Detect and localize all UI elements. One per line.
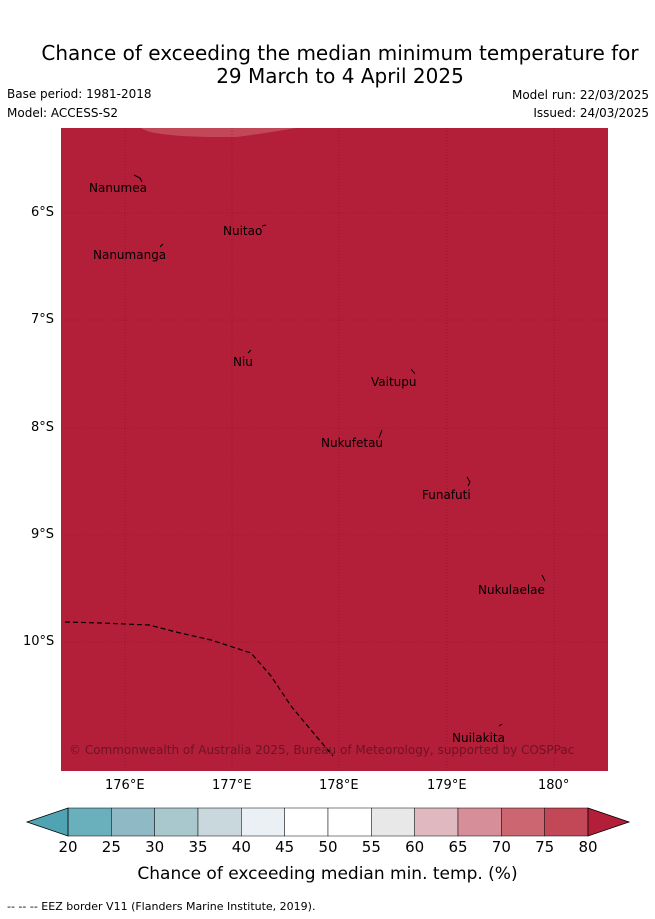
- probability-map: Nanumea Nuitao Nanumanga Niu Vaitupu Nuk…: [61, 128, 608, 771]
- colorbar-under-arrow: [25, 807, 69, 837]
- island-shape-vaitupu: [410, 368, 416, 375]
- lon-tick-180: 180°: [538, 778, 570, 793]
- colorbar-tick-label: 20: [58, 838, 78, 856]
- island-label-nukulaelae: Nukulaelae: [478, 583, 545, 597]
- island-shape-nuitao: [261, 224, 267, 227]
- island-shapes: [133, 174, 546, 727]
- colorbar-tick-label: 80: [578, 838, 598, 856]
- title-line-1: Chance of exceeding the median minimum t…: [41, 41, 639, 65]
- island-label-nuitao: Nuitao: [223, 224, 262, 238]
- lat-tick-6s: 6°S: [31, 205, 55, 220]
- lon-tick-179e: 179°E: [427, 778, 467, 793]
- island-shape-nanumanga: [159, 243, 164, 248]
- colorbar-segment: [284, 807, 329, 837]
- island-shape-niu: [247, 349, 252, 354]
- colorbar-segment: [327, 807, 372, 837]
- island-shape-nukulaelae: [541, 574, 546, 582]
- island-label-nanumea: Nanumea: [89, 181, 147, 195]
- colorbar-segment: [414, 807, 459, 837]
- island-shape-nuilakita: [498, 723, 503, 727]
- lon-tick-176e: 176°E: [105, 778, 145, 793]
- lat-tick-8s: 8°S: [31, 420, 55, 435]
- island-label-funafuti: Funafuti: [422, 488, 471, 502]
- colorbar-segment: [501, 807, 545, 837]
- colorbar-segment: [154, 807, 199, 837]
- issued-date: Issued: 24/03/2025: [533, 106, 649, 120]
- colorbar-tick-label: 45: [275, 838, 295, 856]
- lon-tick-178e: 178°E: [319, 778, 359, 793]
- island-labels: Nanumea Nuitao Nanumanga Niu Vaitupu Nuk…: [89, 181, 545, 745]
- island-label-vaitupu: Vaitupu: [371, 375, 417, 389]
- colorbar-segment: [371, 807, 415, 837]
- eez-footnote: -- -- -- EEZ border V11 (Flanders Marine…: [7, 900, 316, 913]
- colorbar-segment: [457, 807, 502, 837]
- colorbar-tick-label: 35: [188, 838, 208, 856]
- lat-tick-7s: 7°S: [31, 312, 55, 327]
- island-shape-funafuti: [466, 476, 471, 487]
- copyright-notice: © Commonwealth of Australia 2025, Bureau…: [69, 743, 574, 757]
- island-label-niu: Niu: [233, 355, 253, 369]
- colorbar-segment: [241, 807, 285, 837]
- colorbar: [25, 807, 631, 837]
- colorbar-segment: [67, 807, 112, 837]
- eez-border: [64, 621, 334, 757]
- colorbar-title: Chance of exceeding median min. temp. (%…: [137, 864, 518, 884]
- colorbar-tick-label: 75: [535, 838, 555, 856]
- colorbar-segment: [544, 807, 589, 837]
- model-run: Model run: 22/03/2025: [511, 88, 649, 102]
- island-shape-nukufetau: [378, 429, 383, 439]
- lat-tick-9s: 9°S: [31, 527, 55, 542]
- colorbar-segment: [197, 807, 242, 837]
- island-shape-nanumea: [133, 174, 143, 183]
- base-period: Base period: 1981-2018: [7, 87, 152, 101]
- colorbar-over-arrow: [587, 807, 631, 837]
- graticule: [61, 128, 608, 771]
- island-label-nanumanga: Nanumanga: [93, 248, 166, 262]
- island-label-nukufetau: Nukufetau: [321, 436, 383, 450]
- lat-tick-10s: 10°S: [23, 634, 55, 649]
- colorbar-tick-label: 40: [231, 838, 251, 856]
- lon-tick-177e: 177°E: [212, 778, 252, 793]
- island-label-nuilakita: Nuilakita: [452, 731, 505, 745]
- colorbar-tick-label: 65: [448, 838, 468, 856]
- title-line-2: 29 March to 4 April 2025: [216, 64, 464, 88]
- lighter-fill-region: [141, 128, 296, 137]
- map-svg: Nanumea Nuitao Nanumanga Niu Vaitupu Nuk…: [61, 128, 608, 771]
- colorbar-segment: [111, 807, 155, 837]
- colorbar-tick-label: 60: [405, 838, 425, 856]
- map-fill: [61, 128, 608, 771]
- colorbar-tick-label: 50: [318, 838, 338, 856]
- model-name: Model: ACCESS-S2: [7, 106, 119, 120]
- colorbar-tick-label: 70: [491, 838, 511, 856]
- colorbar-tick-label: 55: [361, 838, 381, 856]
- colorbar-tick-label: 25: [101, 838, 121, 856]
- colorbar-tick-label: 30: [145, 838, 165, 856]
